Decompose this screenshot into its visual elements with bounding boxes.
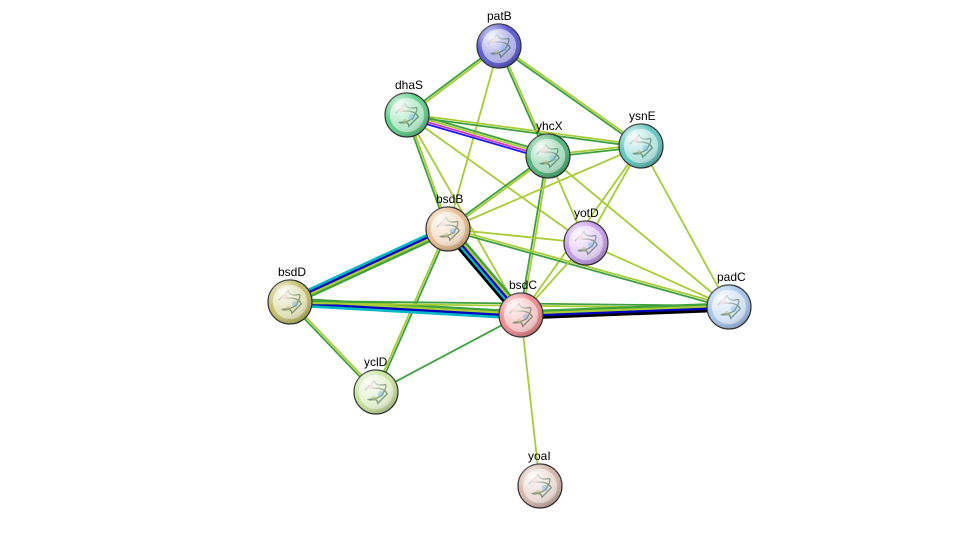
edge-bsdB-bsdD — [291, 230, 449, 303]
node-label-ysnE: ysnE — [629, 109, 656, 123]
node-label-yclD: yclD — [364, 355, 388, 369]
node-patB[interactable] — [477, 24, 521, 68]
node-label-bsdD: bsdD — [278, 265, 306, 279]
node-yotD[interactable] — [564, 221, 608, 265]
node-dhaS[interactable] — [385, 93, 429, 137]
node-yoaI[interactable] — [518, 464, 562, 508]
node-yclD[interactable] — [354, 370, 398, 414]
node-label-dhaS: dhaS — [395, 78, 423, 92]
edge-bsdB-bsdD — [291, 232, 449, 305]
node-label-yoaI: yoaI — [528, 449, 551, 463]
node-label-padC: padC — [717, 270, 746, 284]
node-label-yhcX: yhcX — [536, 119, 563, 133]
node-label-bsdC: bsdC — [509, 278, 537, 292]
edge-patB-ysnE — [500, 45, 642, 145]
node-padC[interactable] — [707, 285, 751, 329]
edge-ysnE-padC — [641, 146, 729, 307]
node-label-bsdB: bsdB — [436, 192, 463, 206]
edge-bsdB-bsdD — [290, 228, 448, 301]
node-ysnE[interactable] — [619, 124, 663, 168]
network-diagram: patB dhaS yhcX ysnE bsdB yotD bsdD bsdC padC yclD… — [0, 0, 976, 539]
node-bsdD[interactable] — [268, 280, 312, 324]
edge-bsdC-yclD — [376, 315, 521, 392]
node-bsdB[interactable] — [426, 207, 470, 251]
node-bsdC[interactable] — [499, 293, 543, 337]
node-label-patB: patB — [487, 9, 512, 23]
node-label-yotD: yotD — [574, 206, 599, 220]
node-yhcX[interactable] — [526, 134, 570, 178]
edges-layer — [289, 45, 730, 486]
